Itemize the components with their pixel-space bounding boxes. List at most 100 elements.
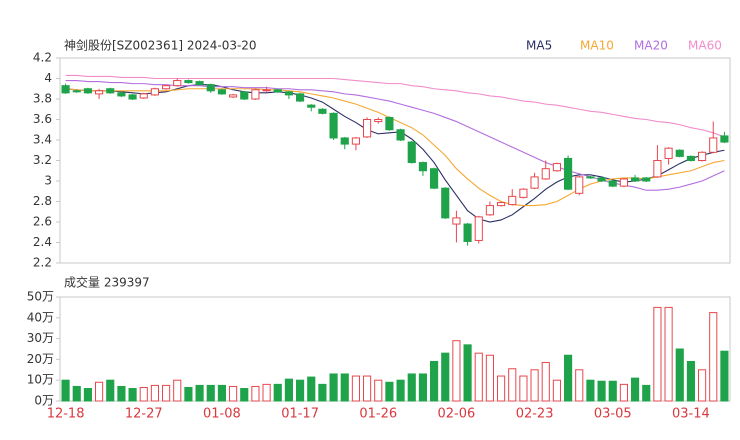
candle-body xyxy=(407,141,416,164)
chart-title: 神剑股份[SZ002361] 2024-03-20 xyxy=(64,38,257,53)
volume-bar xyxy=(709,312,718,402)
x-tick-label: 03-14 xyxy=(672,407,710,422)
candle-body xyxy=(709,137,718,153)
volume-bar xyxy=(296,379,305,402)
x-tick-label: 03-05 xyxy=(594,407,632,422)
volume-bar xyxy=(564,354,573,402)
candle-body xyxy=(184,80,193,84)
y-tick-label: 2.4 xyxy=(33,235,52,249)
volume-bar xyxy=(363,375,372,402)
candle-body xyxy=(95,90,104,95)
candle-body xyxy=(363,119,372,138)
candle-body xyxy=(698,151,707,162)
y-tick-label: 3.2 xyxy=(33,153,52,167)
x-tick-label: 01-26 xyxy=(359,407,397,422)
candle-body xyxy=(441,187,450,219)
volume-bar xyxy=(173,379,182,402)
x-tick-label: 12-27 xyxy=(125,407,163,422)
volume-bar xyxy=(162,384,171,402)
y-tick-label: 20万 xyxy=(27,352,54,366)
volume-bar xyxy=(318,383,327,402)
x-tick-label: 01-17 xyxy=(281,407,319,422)
volume-bar xyxy=(452,340,461,402)
candle-body xyxy=(229,94,238,98)
volume-bar xyxy=(463,344,472,402)
volume-bar xyxy=(217,384,226,402)
volume-bar xyxy=(385,381,394,402)
candle-body xyxy=(564,157,573,190)
volume-bar xyxy=(61,379,70,402)
volume-bar xyxy=(262,383,271,402)
y-tick-label: 3.8 xyxy=(33,92,52,106)
volume-bar xyxy=(374,379,383,402)
candle-body xyxy=(106,88,115,94)
volume-bar xyxy=(474,352,483,402)
y-tick-label: 10万 xyxy=(27,373,54,387)
candle-body xyxy=(72,90,81,93)
volume-bar xyxy=(441,352,450,402)
volume-bar xyxy=(686,360,695,402)
candle-body xyxy=(273,89,282,93)
candle-body xyxy=(597,177,606,182)
ma-line xyxy=(65,84,725,223)
candle-body xyxy=(418,162,427,172)
candle-body xyxy=(430,168,439,189)
y-tick-label: 2.8 xyxy=(33,194,52,208)
ma-line xyxy=(65,74,725,138)
volume-bar xyxy=(430,360,439,402)
x-tick-label: 02-23 xyxy=(516,407,554,422)
candle-body xyxy=(619,178,628,187)
candle-body xyxy=(396,129,405,141)
volume-bar xyxy=(95,381,104,402)
volume-bar xyxy=(273,383,282,402)
volume-bar xyxy=(407,373,416,402)
volume-bar xyxy=(72,385,81,402)
volume-bar xyxy=(586,379,595,402)
candle-body xyxy=(530,176,539,189)
legend-label: MA5 xyxy=(526,39,552,53)
volume-bar xyxy=(117,385,126,402)
candle-body xyxy=(61,85,70,94)
candle-body xyxy=(83,88,92,94)
candle-body xyxy=(351,137,360,145)
volume-bar xyxy=(541,362,550,402)
candle-body xyxy=(474,216,483,241)
volume-bar xyxy=(664,306,673,402)
y-tick-label: 4 xyxy=(44,71,52,85)
volume-bar xyxy=(497,375,506,402)
price-frame xyxy=(59,57,731,264)
candle-body xyxy=(162,85,171,90)
volume-bar xyxy=(106,379,115,402)
candle-body xyxy=(586,176,595,179)
volume-bar xyxy=(619,383,628,402)
volume-bar xyxy=(329,373,338,402)
candle-body xyxy=(519,188,528,198)
volume-bar xyxy=(485,354,494,402)
ma-line xyxy=(65,88,725,207)
candle-body xyxy=(642,177,651,182)
volume-bar xyxy=(229,385,238,402)
candle-body xyxy=(150,88,159,96)
legend-label: MA20 xyxy=(634,39,668,53)
candle-body xyxy=(608,180,617,187)
volume-bar xyxy=(206,384,215,402)
legend-label: MA60 xyxy=(688,39,722,53)
y-tick-label: 3.6 xyxy=(33,112,52,126)
volume-bar xyxy=(608,380,617,402)
candle-body xyxy=(217,89,226,95)
candle-body xyxy=(284,91,293,96)
volume-bar xyxy=(597,380,606,402)
y-tick-label: 3 xyxy=(44,174,52,188)
volume-bar xyxy=(396,379,405,402)
candle-body xyxy=(262,89,271,92)
candle-body xyxy=(251,89,260,100)
y-tick-label: 0万 xyxy=(34,394,54,408)
volume-bar xyxy=(642,384,651,402)
volume-bar xyxy=(251,385,260,402)
candle-body xyxy=(173,80,182,87)
y-tick-label: 50万 xyxy=(27,290,54,304)
candle-body xyxy=(117,92,126,97)
volume-bar xyxy=(128,388,137,402)
volume-title: 成交量 239397 xyxy=(64,275,150,290)
x-tick-label: 12-18 xyxy=(47,407,85,422)
